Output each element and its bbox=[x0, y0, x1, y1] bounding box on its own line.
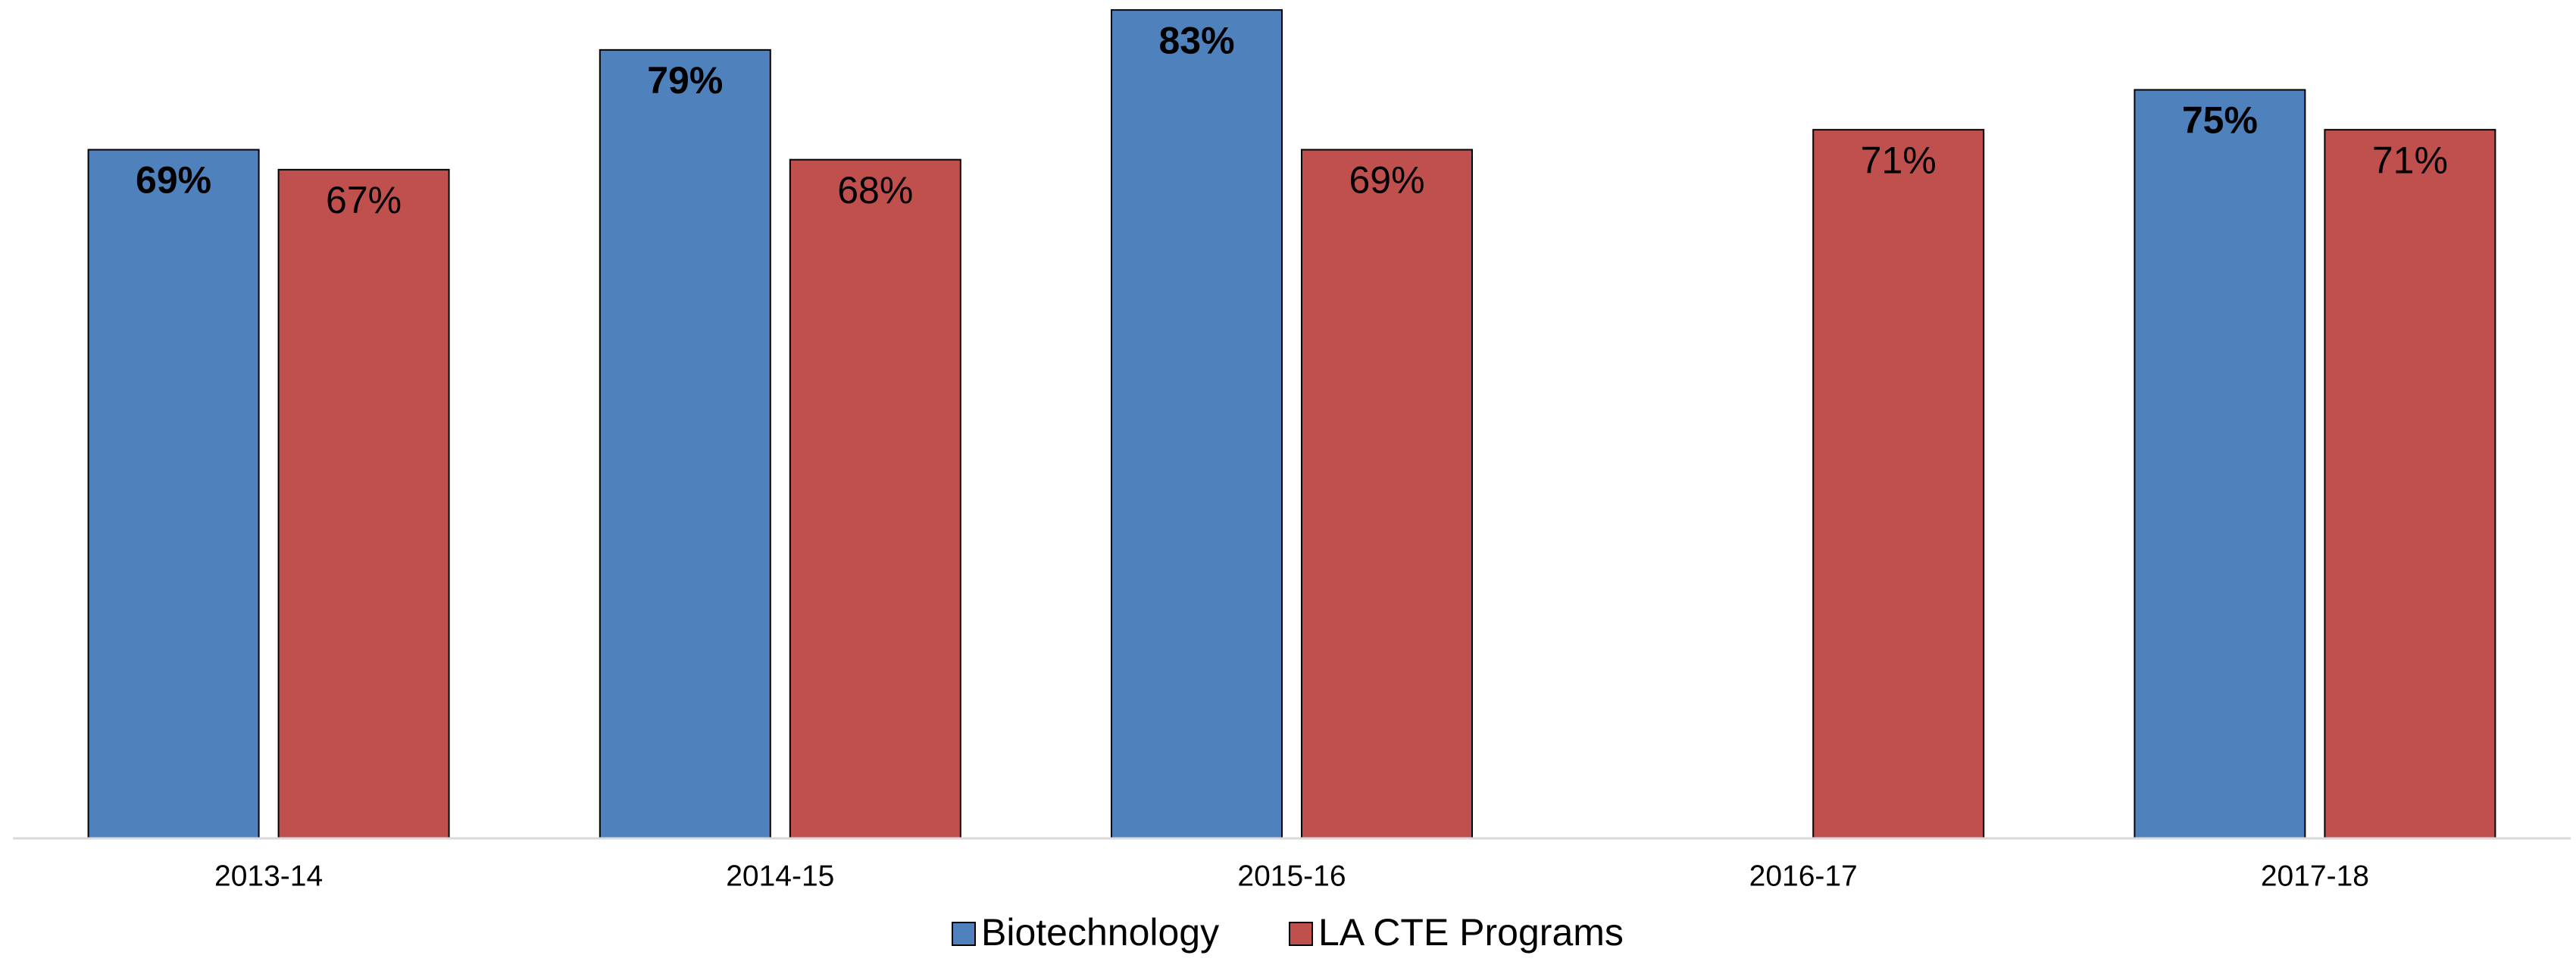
x-tick-label: 2017-18 bbox=[2261, 860, 2369, 892]
bar bbox=[2134, 89, 2306, 839]
bar bbox=[2324, 129, 2496, 839]
bar bbox=[277, 168, 450, 840]
data-label: 69% bbox=[136, 159, 211, 202]
data-label: 79% bbox=[647, 59, 723, 102]
data-label: 67% bbox=[326, 179, 402, 221]
data-label: 71% bbox=[2372, 139, 2448, 181]
x-tick-label: 2014-15 bbox=[726, 860, 834, 892]
x-tick-label: 2016-17 bbox=[1749, 860, 1858, 892]
legend-swatch bbox=[952, 922, 976, 946]
bar bbox=[1111, 9, 1283, 840]
bar bbox=[87, 149, 260, 839]
data-label: 71% bbox=[1861, 139, 1937, 181]
data-label: 75% bbox=[2182, 99, 2258, 142]
legend-label: Biotechnology bbox=[981, 911, 1219, 954]
bar bbox=[1812, 129, 1985, 839]
x-tick-label: 2015-16 bbox=[1237, 860, 1346, 892]
data-label: 83% bbox=[1158, 19, 1234, 61]
bar bbox=[599, 49, 771, 839]
bar bbox=[1301, 149, 1473, 839]
data-label: 68% bbox=[837, 169, 913, 211]
bar bbox=[789, 158, 961, 839]
x-tick-label: 2013-14 bbox=[214, 860, 323, 892]
legend-swatch bbox=[1289, 922, 1313, 946]
data-label: 69% bbox=[1349, 159, 1424, 202]
legend-label: LA CTE Programs bbox=[1318, 911, 1624, 954]
